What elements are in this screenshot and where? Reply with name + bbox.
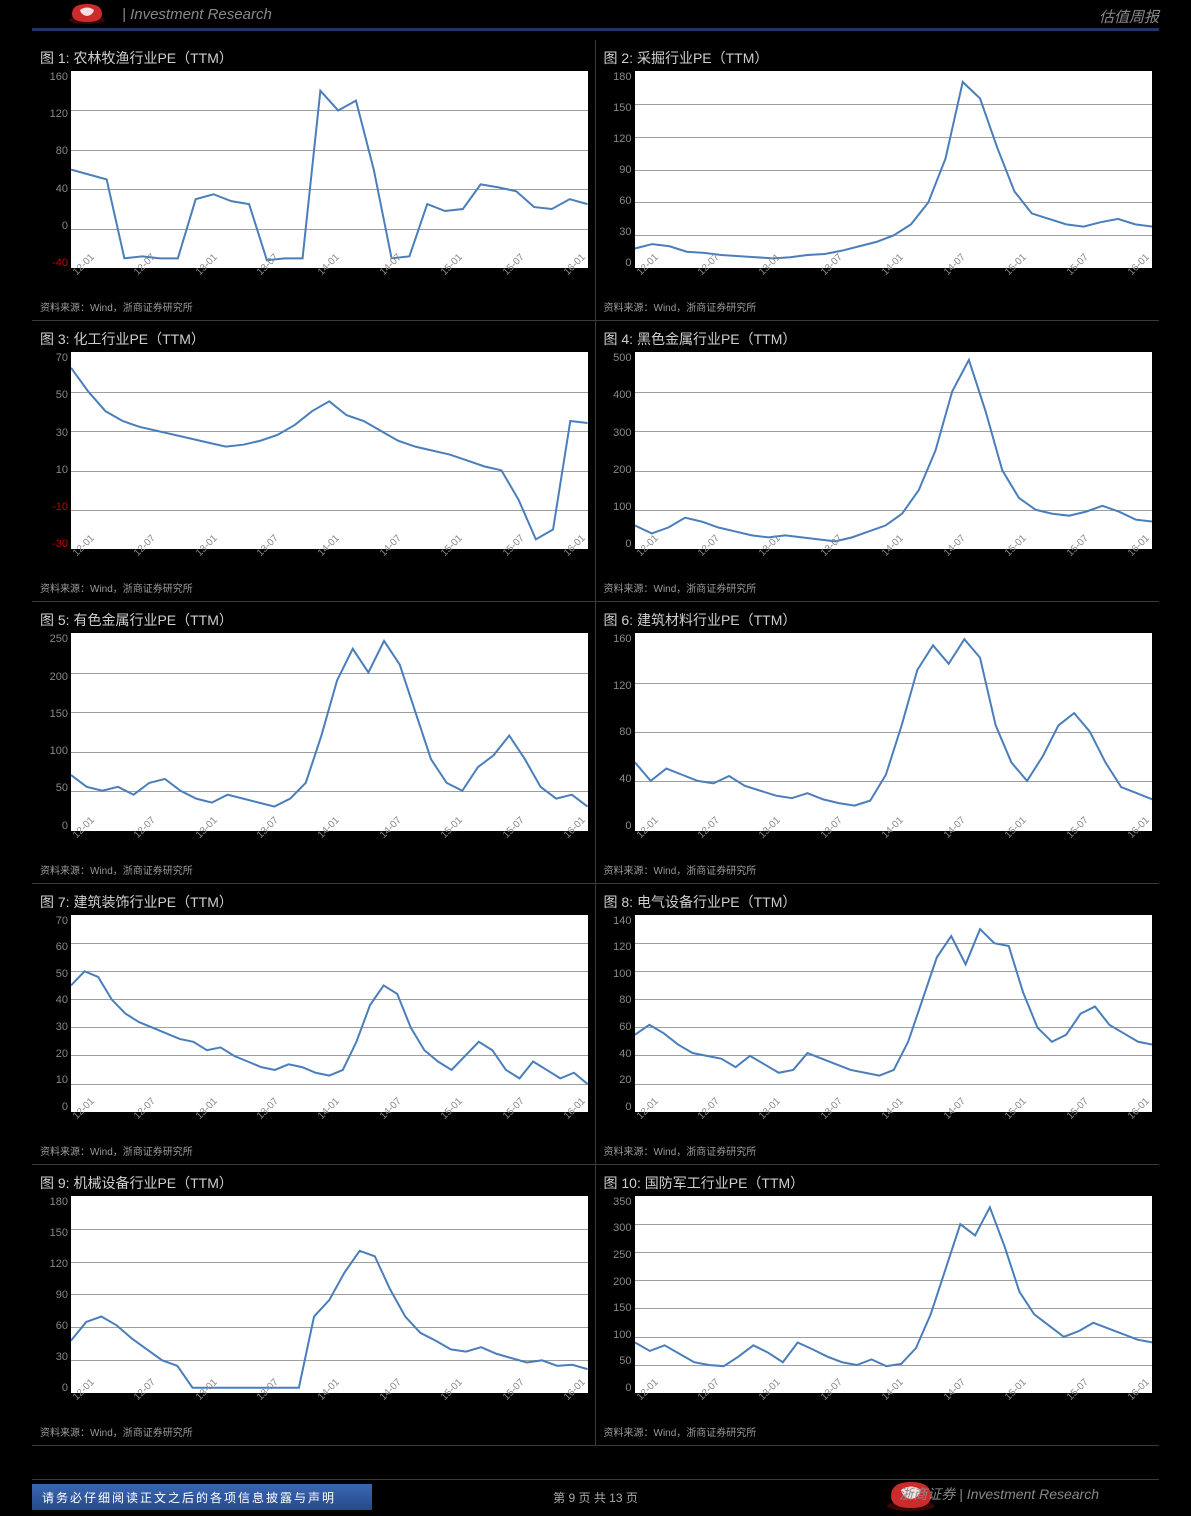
chart-title: 图 2: 采掘行业PE（TTM）: [604, 48, 1154, 66]
chart-source: 资料来源：Wind，浙商证券研究所: [604, 1424, 1154, 1439]
y-axis: 350300250200150100500: [602, 1195, 634, 1422]
chart-source: 资料来源：Wind，浙商证券研究所: [604, 1143, 1154, 1158]
x-axis: 12-0112-0713-0113-0714-0114-0715-0115-07…: [71, 833, 588, 857]
chart-cell: 图 1: 农林牧渔行业PE（TTM） 16012080400-4012-0112-…: [32, 40, 596, 321]
x-axis: 12-0112-0713-0113-0714-0114-0715-0115-07…: [635, 1395, 1153, 1419]
plot-area: 12-0112-0713-0113-0714-0114-0715-0115-07…: [70, 632, 589, 831]
header-left-text: | Investment Research: [122, 6, 272, 23]
chart-title: 图 7: 建筑装饰行业PE（TTM）: [40, 892, 589, 910]
y-axis: 16012080400-40: [38, 70, 70, 297]
y-axis: 706050403020100: [38, 914, 70, 1141]
chart-source: 资料来源：Wind，浙商证券研究所: [40, 299, 589, 314]
plot-area: 12-0112-0713-0113-0714-0114-0715-0115-07…: [634, 632, 1154, 831]
chart-wrap: 16012080400-4012-0112-0713-0113-0714-011…: [38, 70, 589, 297]
chart-wrap: 180150120906030012-0112-0713-0113-0714-0…: [38, 1195, 589, 1422]
plot-area: 12-0112-0713-0113-0714-0114-0715-0115-07…: [634, 914, 1154, 1113]
plot-area: 12-0112-0713-0113-0714-0114-0715-0115-07…: [634, 70, 1154, 269]
plot-area: 12-0112-0713-0113-0714-0114-0715-0115-07…: [634, 351, 1154, 550]
x-axis: 12-0112-0713-0113-0714-0114-0715-0115-07…: [71, 1114, 588, 1138]
chart-title: 图 4: 黑色金属行业PE（TTM）: [604, 329, 1154, 347]
page-number: 第 9 页 共 13 页: [553, 1489, 638, 1506]
x-axis: 12-0112-0713-0113-0714-0114-0715-0115-07…: [71, 551, 588, 575]
chart-cell: 图 4: 黑色金属行业PE（TTM） 500400300200100012-011…: [596, 321, 1160, 602]
y-axis: 250200150100500: [38, 632, 70, 859]
header: | Investment Research 估值周报: [32, 0, 1159, 30]
chart-source: 资料来源：Wind，浙商证券研究所: [604, 862, 1154, 877]
chart-cell: 图 5: 有色金属行业PE（TTM） 25020015010050012-0112…: [32, 602, 596, 883]
footer-rule: [32, 1479, 1159, 1480]
chart-wrap: 70605040302010012-0112-0713-0113-0714-01…: [38, 914, 589, 1141]
chart-cell: 图 2: 采掘行业PE（TTM） 180150120906030012-0112-…: [596, 40, 1160, 321]
chart-wrap: 1601208040012-0112-0713-0113-0714-0114-0…: [602, 632, 1154, 859]
logo-icon: [66, 0, 108, 24]
footer-disclaimer-bar: 请务必仔细阅读正文之后的各项信息披露与声明: [32, 1484, 372, 1510]
chart-title: 图 8: 电气设备行业PE（TTM）: [604, 892, 1154, 910]
chart-wrap: 180150120906030012-0112-0713-0113-0714-0…: [602, 70, 1154, 297]
y-axis: 1801501209060300: [602, 70, 634, 297]
x-axis: 12-0112-0713-0113-0714-0114-0715-0115-07…: [71, 270, 588, 294]
chart-source: 资料来源：Wind，浙商证券研究所: [40, 1424, 589, 1439]
y-axis: 16012080400: [602, 632, 634, 859]
chart-wrap: 25020015010050012-0112-0713-0113-0714-01…: [38, 632, 589, 859]
footer: 请务必仔细阅读正文之后的各项信息披露与声明 第 9 页 共 13 页 浙商证券 …: [32, 1456, 1159, 1516]
chart-cell: 图 7: 建筑装饰行业PE（TTM） 70605040302010012-0112…: [32, 884, 596, 1165]
chart-cell: 图 10: 国防军工行业PE（TTM） 350300250200150100500…: [596, 1165, 1160, 1446]
chart-title: 图 10: 国防军工行业PE（TTM）: [604, 1173, 1154, 1191]
plot-area: 12-0112-0713-0113-0714-0114-0715-0115-07…: [70, 1195, 589, 1394]
chart-cell: 图 9: 机械设备行业PE（TTM） 180150120906030012-011…: [32, 1165, 596, 1446]
chart-grid: 图 1: 农林牧渔行业PE（TTM）16012080400-4012-0112-…: [32, 40, 1159, 1446]
chart-title: 图 1: 农林牧渔行业PE（TTM）: [40, 48, 589, 66]
x-axis: 12-0112-0713-0113-0714-0114-0715-0115-07…: [71, 1395, 588, 1419]
chart-cell: 图 6: 建筑材料行业PE（TTM） 1601208040012-0112-071…: [596, 602, 1160, 883]
y-axis: 5004003002001000: [602, 351, 634, 578]
x-axis: 12-0112-0713-0113-0714-0114-0715-0115-07…: [635, 833, 1153, 857]
plot-area: 12-0112-0713-0113-0714-0114-0715-0115-07…: [70, 351, 589, 550]
y-axis: 140120100806040200: [602, 914, 634, 1141]
chart-title: 图 6: 建筑材料行业PE（TTM）: [604, 610, 1154, 628]
chart-title: 图 5: 有色金属行业PE（TTM）: [40, 610, 589, 628]
chart-source: 资料来源：Wind，浙商证券研究所: [40, 580, 589, 595]
footer-brand-text: 浙商证券 | Investment Research: [899, 1484, 1099, 1504]
header-right-text: 估值周报: [1099, 6, 1159, 27]
y-axis: 70503010-10-30: [38, 351, 70, 578]
chart-title: 图 9: 机械设备行业PE（TTM）: [40, 1173, 589, 1191]
x-axis: 12-0112-0713-0113-0714-0114-0715-0115-07…: [635, 551, 1153, 575]
plot-area: 12-0112-0713-0113-0714-0114-0715-0115-07…: [70, 914, 589, 1113]
chart-title: 图 3: 化工行业PE（TTM）: [40, 329, 589, 347]
chart-wrap: 500400300200100012-0112-0713-0113-0714-0…: [602, 351, 1154, 578]
plot-area: 12-0112-0713-0113-0714-0114-0715-0115-07…: [634, 1195, 1154, 1394]
chart-wrap: 70503010-10-3012-0112-0713-0113-0714-011…: [38, 351, 589, 578]
chart-source: 资料来源：Wind，浙商证券研究所: [604, 580, 1154, 595]
chart-wrap: 14012010080604020012-0112-0713-0113-0714…: [602, 914, 1154, 1141]
chart-cell: 图 8: 电气设备行业PE（TTM） 14012010080604020012-0…: [596, 884, 1160, 1165]
y-axis: 1801501209060300: [38, 1195, 70, 1422]
chart-wrap: 35030025020015010050012-0112-0713-0113-0…: [602, 1195, 1154, 1422]
plot-area: 12-0112-0713-0113-0714-0114-0715-0115-07…: [70, 70, 589, 269]
header-rule: [32, 28, 1159, 31]
x-axis: 12-0112-0713-0113-0714-0114-0715-0115-07…: [635, 270, 1153, 294]
chart-source: 资料来源：Wind，浙商证券研究所: [40, 1143, 589, 1158]
x-axis: 12-0112-0713-0113-0714-0114-0715-0115-07…: [635, 1114, 1153, 1138]
chart-cell: 图 3: 化工行业PE（TTM） 70503010-10-3012-0112-07…: [32, 321, 596, 602]
chart-source: 资料来源：Wind，浙商证券研究所: [604, 299, 1154, 314]
chart-source: 资料来源：Wind，浙商证券研究所: [40, 862, 589, 877]
